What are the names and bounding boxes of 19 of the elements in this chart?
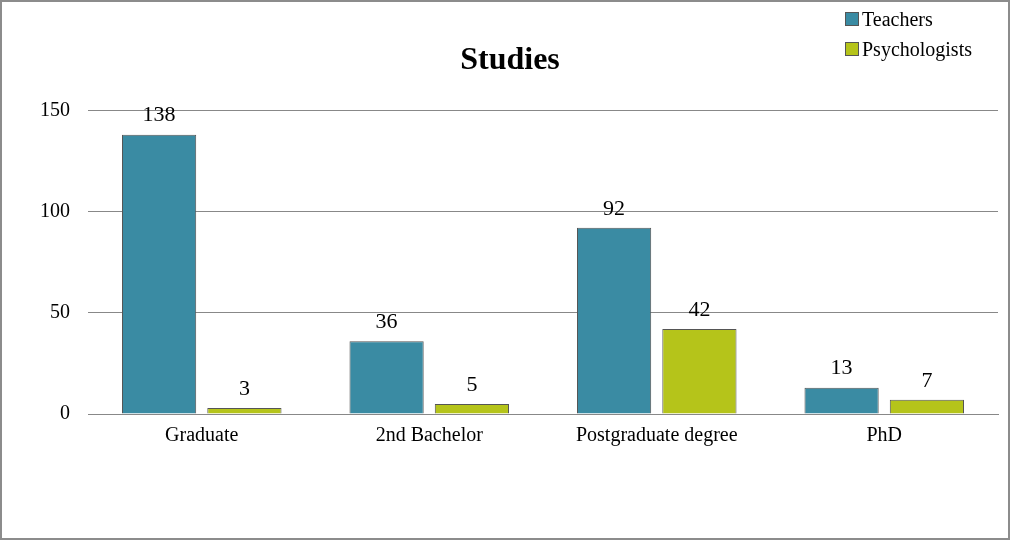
- x-tick-label: PhD: [866, 423, 903, 446]
- y-tick-label: 150: [40, 97, 70, 120]
- data-label: 138: [142, 101, 176, 127]
- data-label: 7: [921, 366, 933, 392]
- data-label: 3: [238, 374, 250, 400]
- data-label: 92: [603, 194, 626, 220]
- data-label: 36: [375, 307, 398, 333]
- data-label: 5: [466, 370, 478, 396]
- data-label: 13: [830, 354, 853, 380]
- chart-title: Studies: [460, 40, 560, 77]
- legend-label: Teachers: [861, 7, 933, 31]
- data-label: 42: [688, 295, 711, 321]
- y-tick-label: 100: [40, 198, 70, 221]
- x-tick-label: 2nd Bachelor: [375, 423, 484, 446]
- x-tick-label: Graduate: [165, 423, 239, 446]
- y-tick-label: 0: [60, 401, 70, 424]
- legend-label: Psychologists: [861, 37, 972, 61]
- y-tick-label: 50: [50, 300, 70, 323]
- x-tick-label: Postgraduate degree: [575, 423, 738, 447]
